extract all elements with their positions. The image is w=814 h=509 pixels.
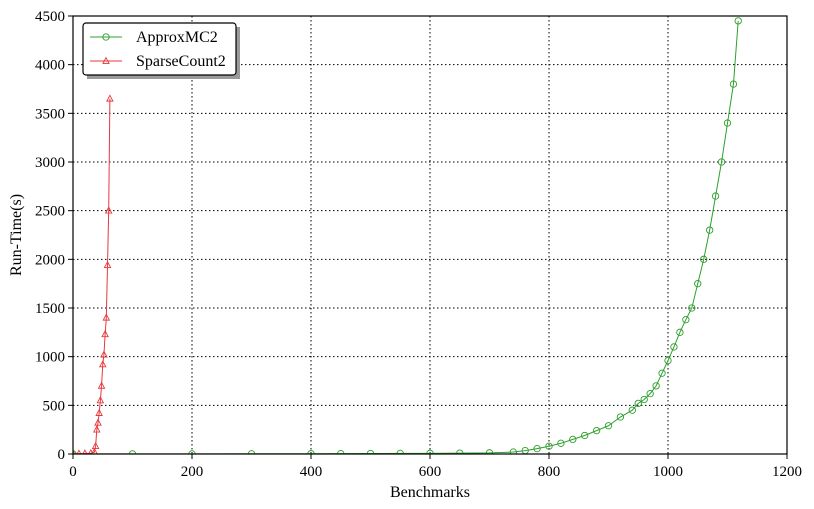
legend-box [82,22,237,76]
y-tick-label: 2500 [35,204,65,220]
data-point [426,449,434,454]
legend: ApproxMC2 SparseCount2 [82,22,240,79]
data-point [97,381,106,389]
data-point [604,422,613,430]
data-point [592,426,601,435]
data-point [82,449,88,454]
series-line [73,20,739,454]
y-tick-label: 2000 [35,252,65,268]
data-point [682,316,690,324]
data-point [76,449,82,454]
data-point [688,304,696,312]
x-tick-label: 0 [69,464,77,480]
y-tick-label: 500 [43,398,66,414]
data-point [106,94,114,102]
data-point [640,395,648,404]
data-point [729,80,738,88]
y-tick-label: 3000 [35,155,65,171]
data-point [509,448,517,454]
data-point [706,226,714,234]
y-tick-label: 1500 [35,301,65,317]
series-line [73,98,111,454]
y-tick-label: 4500 [35,9,65,25]
series-approxmc2 [73,17,742,454]
data-point [700,255,708,263]
data-point [94,418,102,426]
legend-label-approxmc2: ApproxMC2 [136,29,218,46]
data-point [96,396,105,404]
y-axis-label: Run-Time(s) [8,194,25,276]
series-sparsecount2 [73,94,114,454]
data-point [92,425,101,433]
data-point [723,119,732,127]
data-point [73,449,76,454]
legend-entry-approxmc2: ApproxMC2 [90,29,218,46]
data-point [533,444,541,453]
data-point [581,431,589,440]
x-tick-label: 200 [181,464,204,480]
data-point [103,260,112,269]
data-point [664,356,672,365]
data-point [734,17,742,25]
x-tick-label: 1200 [772,464,802,480]
data-point [634,399,642,408]
data-point [456,449,464,454]
data-point [91,447,98,454]
x-axis-label: Benchmarks [390,484,470,501]
data-point [102,313,111,321]
data-point [616,413,625,421]
data-point [628,406,636,414]
data-point [694,280,702,288]
data-point [569,435,577,444]
axis-ticks: 0 200 400 600 800 1000 1200 0 500 1000 1500 2000 250… [35,9,802,480]
data-point [95,408,103,416]
series-layer [73,17,742,454]
y-tick-label: 3500 [35,106,65,122]
legend-marker-sparsecount2 [102,56,110,64]
data-point [658,369,666,377]
legend-marker-approxmc2 [102,33,110,41]
data-point [711,192,720,200]
x-tick-label: 600 [419,464,442,480]
data-point [98,360,107,368]
data-point [104,206,113,214]
data-point [545,442,553,450]
x-tick-label: 800 [538,464,561,480]
data-point [91,441,100,450]
data-point [101,329,109,338]
data-point [557,439,565,447]
y-tick-label: 1000 [35,350,65,366]
data-point [676,328,684,336]
data-point [717,158,726,166]
legend-label-sparsecount2: SparseCount2 [136,53,226,70]
data-point [485,449,494,454]
legend-entry-sparsecount2: SparseCount2 [90,53,226,70]
grid-lines [73,16,787,454]
y-tick-label: 4000 [35,58,65,74]
data-point [670,343,678,351]
y-tick-label: 0 [58,447,66,463]
data-point [646,390,654,398]
data-point [652,382,660,390]
data-point [100,350,108,358]
x-tick-label: 1000 [653,464,683,480]
x-tick-label: 400 [300,464,323,480]
